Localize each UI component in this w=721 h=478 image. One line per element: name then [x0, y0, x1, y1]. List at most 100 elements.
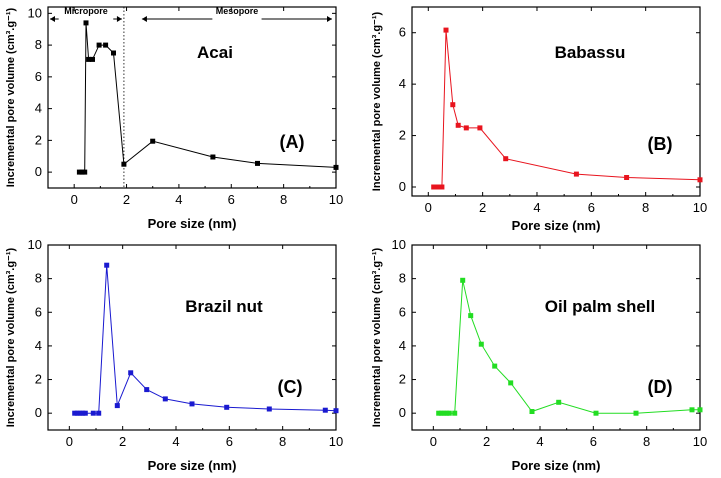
x-tick-label: 4	[172, 434, 179, 449]
data-point	[144, 387, 150, 393]
data-point	[189, 401, 195, 407]
data-point	[86, 56, 92, 62]
data-point	[76, 169, 82, 175]
data-point	[255, 160, 260, 166]
x-tick-label: 10	[329, 434, 343, 449]
data-point	[556, 399, 562, 405]
data-point	[529, 409, 535, 414]
y-tick-label: 6	[35, 69, 42, 84]
chart-title: Babassu	[555, 43, 626, 62]
x-tick-label: 0	[71, 192, 78, 207]
y-axis-title: Incremental pore volume (cm³.g⁻¹)	[371, 11, 383, 191]
data-point	[90, 410, 96, 416]
data-point	[162, 396, 168, 402]
panel-brazil-nut: 0 2 4 6 8 10 0 2 4 6 8 10 Pore size (nm) Incremental …	[5, 237, 343, 473]
x-tick-label: 4	[536, 434, 543, 449]
y-tick-label: 6	[399, 304, 406, 319]
data-point	[503, 156, 509, 162]
data-point	[573, 171, 579, 177]
data-point	[450, 102, 456, 108]
region-label: Micropore	[64, 6, 108, 16]
data-point	[477, 125, 483, 131]
data-point	[114, 403, 120, 409]
y-tick-label: 2	[399, 372, 406, 387]
y-tick-label: 10	[28, 5, 42, 20]
data-point	[96, 42, 102, 48]
y-tick-label: 0	[399, 179, 406, 194]
x-axis-title: Pore size (nm)	[148, 216, 237, 231]
data-point	[80, 410, 86, 416]
y-tick-label: 0	[35, 164, 42, 179]
x-tick-label: 2	[119, 434, 126, 449]
x-tick-label: 8	[280, 192, 287, 207]
y-tick-label: 0	[399, 405, 406, 420]
y-tick-label: 4	[399, 76, 406, 91]
data-point	[446, 410, 452, 416]
y-axis-title: Incremental pore volume (cm³.g⁻¹)	[371, 247, 383, 427]
data-point	[104, 262, 110, 268]
x-tick-label: 10	[329, 192, 343, 207]
data-point	[90, 56, 95, 62]
data-point	[438, 410, 444, 416]
x-tick-label: 8	[643, 434, 650, 449]
y-tick-label: 2	[35, 372, 42, 387]
data-point	[72, 410, 78, 416]
data-point	[150, 138, 156, 144]
data-point	[74, 410, 80, 416]
data-point	[508, 380, 514, 386]
x-axis-title: Pore size (nm)	[512, 218, 601, 233]
region-label-bg	[212, 11, 262, 22]
data-point	[444, 410, 450, 416]
data-point	[79, 169, 85, 175]
x-tick-label: 6	[228, 192, 235, 207]
data-point	[624, 175, 630, 180]
region-label: Mesopore	[216, 6, 259, 16]
x-tick-label: 4	[533, 200, 540, 215]
plot-frame	[47, 6, 337, 189]
plot-frame	[411, 244, 701, 431]
data-point	[83, 20, 89, 26]
y-tick-label: 4	[35, 338, 42, 353]
data-point	[434, 184, 439, 190]
y-tick-label: 8	[35, 271, 42, 286]
plot-frame	[411, 6, 701, 197]
plot-frame	[47, 244, 337, 431]
x-tick-label: 2	[123, 192, 130, 207]
data-point	[452, 410, 458, 416]
data-point	[697, 177, 703, 183]
y-tick-label: 8	[399, 271, 406, 286]
x-tick-label: 2	[483, 434, 490, 449]
x-tick-label: 6	[588, 200, 595, 215]
data-point	[443, 27, 449, 33]
y-tick-label: 6	[399, 25, 406, 40]
x-tick-label: 8	[642, 200, 649, 215]
data-point	[492, 363, 498, 369]
y-tick-label: 6	[35, 304, 42, 319]
data-point	[121, 161, 127, 167]
data-point	[111, 50, 116, 56]
data-point	[441, 410, 447, 416]
x-tick-label: 2	[479, 200, 486, 215]
x-axis-title: Pore size (nm)	[148, 458, 237, 473]
y-axis-title: Incremental pore volume (cm³.g⁻¹)	[5, 7, 17, 187]
x-tick-label: 10	[693, 200, 707, 215]
x-tick-label: 8	[279, 434, 286, 449]
data-point	[82, 410, 88, 416]
data-point	[436, 184, 442, 190]
data-point	[431, 184, 437, 190]
x-tick-label: 0	[425, 200, 432, 215]
y-tick-label: 0	[35, 405, 42, 420]
data-point	[77, 410, 83, 416]
panel-label: (D)	[648, 377, 673, 397]
panel-oil-palm-shell: 0 2 4 6 8 10 0 2 4 6 8 10 Pore size (nm) Incremental …	[371, 237, 707, 473]
panel-label: (B)	[648, 134, 673, 154]
y-tick-label: 10	[392, 237, 406, 252]
panel-label: (A)	[280, 132, 305, 152]
data-point	[455, 122, 461, 128]
data-point	[96, 410, 102, 416]
data-point	[633, 410, 639, 416]
chart-title: Acai	[197, 43, 233, 62]
x-tick-label: 4	[175, 192, 182, 207]
data-point	[689, 407, 695, 413]
